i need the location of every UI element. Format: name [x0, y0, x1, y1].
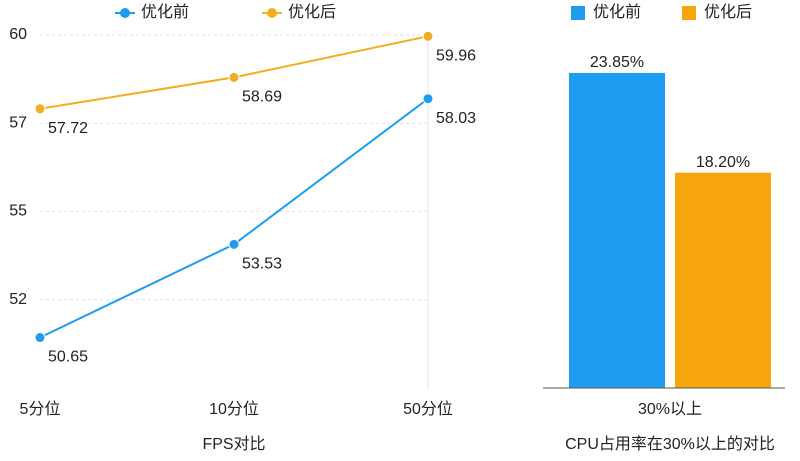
point	[228, 71, 240, 83]
legend-label: 优化前	[593, 3, 641, 21]
y-tick-label: 55	[9, 203, 27, 220]
y-tick-label: 57	[9, 115, 27, 132]
legend-label: 优化前	[141, 3, 189, 21]
line	[39, 97, 429, 339]
data-label: 18.20%	[696, 154, 750, 171]
chart-title: FPS对比	[202, 435, 265, 453]
y-tick-label: 60	[9, 26, 27, 43]
data-label: 59.96	[436, 48, 476, 65]
x-tick-label: 30%以上	[638, 400, 702, 418]
legend-marker	[120, 8, 130, 18]
bar	[569, 72, 665, 388]
legend-label: 优化后	[704, 3, 752, 21]
data-label: 53.53	[242, 256, 282, 273]
data-label: 23.85%	[590, 54, 644, 71]
data-label: 50.65	[48, 349, 88, 366]
legend-marker	[571, 6, 585, 20]
x-tick-label: 10分位	[209, 400, 259, 418]
point	[34, 332, 46, 344]
point	[422, 93, 434, 105]
x-tick-label: 5分位	[20, 400, 61, 418]
chart-title: CPU占用率在30%以上的对比	[565, 435, 775, 453]
point	[228, 238, 240, 250]
bar	[675, 172, 771, 388]
x-tick-label: 50分位	[403, 400, 453, 418]
point	[34, 103, 46, 115]
data-label: 58.03	[436, 110, 476, 127]
point	[422, 30, 434, 42]
y-tick-label: 52	[9, 291, 27, 308]
legend-marker	[682, 6, 696, 20]
legend-label: 优化后	[288, 3, 336, 21]
data-label: 58.69	[242, 89, 282, 106]
legend-marker	[267, 8, 277, 18]
data-label: 57.72	[48, 120, 88, 137]
